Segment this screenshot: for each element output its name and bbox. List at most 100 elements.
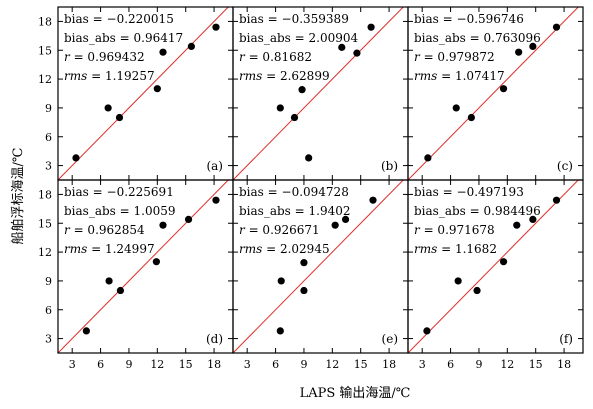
r-text: r = 0.81682 — [239, 50, 312, 64]
r-symbol: r — [414, 50, 421, 64]
bias-text: bias = −0.094728 — [239, 185, 349, 199]
data-point — [159, 221, 167, 229]
data-point — [116, 286, 125, 295]
data-point — [115, 113, 124, 122]
data-point — [529, 215, 537, 224]
y-tick-label: 18 — [38, 188, 52, 201]
data-point — [276, 104, 284, 112]
data-point — [529, 42, 537, 51]
rms-symbol: rms — [64, 242, 87, 256]
x-tick-label: 3 — [69, 358, 76, 371]
r-symbol: r — [239, 223, 246, 237]
data-point — [212, 23, 220, 31]
data-point — [552, 23, 561, 31]
data-point — [454, 277, 462, 285]
data-point — [300, 259, 308, 267]
x-tick-label: 3 — [244, 358, 251, 371]
data-point — [277, 277, 285, 285]
panel-b: bias = −0.359389 bias_abs = 2.00904 r = 0.… — [232, 6, 409, 181]
data-point — [331, 221, 339, 229]
panel-label: (e) — [382, 332, 398, 346]
rms-value: = 1.24997 — [87, 242, 154, 256]
panel-a: bias = −0.220015 bias_abs = 0.96417 r = 0.… — [57, 6, 234, 181]
r-symbol: r — [239, 50, 246, 64]
bias-abs-text: bias_abs = 0.984496 — [414, 204, 541, 218]
data-point — [290, 113, 299, 122]
data-point — [338, 43, 346, 51]
y-tick-label: 9 — [45, 275, 52, 288]
x-tick-label: 15 — [179, 358, 193, 371]
data-point — [423, 327, 431, 335]
rms-symbol: rms — [64, 69, 87, 83]
identity-line — [58, 180, 229, 353]
x-tick-label: 6 — [447, 358, 454, 371]
x-tick-label: 18 — [557, 358, 571, 371]
x-tick-label: 3 — [419, 358, 426, 371]
x-tick-label: 6 — [272, 358, 279, 371]
y-tick-label: 6 — [45, 131, 52, 144]
y-tick-label: 15 — [38, 44, 52, 57]
data-point — [187, 42, 195, 51]
bias-text: bias = −0.497193 — [414, 185, 524, 199]
identity-line — [408, 7, 579, 180]
r-value: = 0.926671 — [245, 223, 320, 237]
y-tick-label: 3 — [45, 160, 52, 173]
x-tick-label: 18 — [207, 358, 221, 371]
bias-abs-text: bias_abs = 2.00904 — [239, 31, 358, 45]
data-point — [515, 48, 523, 56]
y-tick-label: 12 — [38, 246, 52, 259]
rms-text: rms = 1.24997 — [64, 242, 155, 256]
rms-text: rms = 1.07417 — [414, 69, 505, 83]
data-point — [276, 327, 284, 335]
data-point — [184, 215, 193, 224]
y-ticks: 3 6 9 12 15 18 3 6 9 12 15 18 — [38, 15, 52, 345]
data-point — [499, 258, 508, 266]
r-symbol: r — [414, 223, 421, 237]
y-tick-label: 6 — [45, 304, 52, 317]
y-axis-title: 船舶浮标海温/℃ — [10, 148, 26, 245]
x-axis-title: LAPS 输出海温/℃ — [300, 385, 411, 401]
data-point — [105, 277, 113, 285]
data-point — [300, 286, 308, 295]
panel-label: (a) — [206, 159, 223, 173]
panel-d: bias = −0.225691 bias_abs = 1.0059 r = 0.9… — [57, 179, 234, 354]
panel-f: bias = −0.497193 bias_abs = 0.984496 r = 0… — [407, 179, 584, 354]
data-point — [452, 104, 460, 112]
rms-value: = 2.62899 — [262, 69, 329, 83]
panel-frame — [407, 179, 584, 354]
rms-text: rms = 2.02945 — [239, 242, 330, 256]
data-point — [152, 258, 160, 266]
y-tick-label: 15 — [38, 217, 52, 230]
r-text: r = 0.962854 — [64, 223, 145, 237]
x-ticks: 3 6 9 12 15 18 3 6 9 12 15 18 3 6 9 12 15 18 — [69, 358, 571, 371]
identity-line — [58, 7, 229, 180]
x-tick-label: 9 — [125, 358, 132, 371]
r-symbol: r — [64, 50, 71, 64]
x-tick-label: 12 — [325, 358, 339, 371]
x-tick-label: 18 — [382, 358, 396, 371]
bias-text: bias = −0.596746 — [414, 12, 524, 26]
rms-symbol: rms — [239, 242, 262, 256]
bias-text: bias = −0.225691 — [64, 185, 174, 199]
data-point — [513, 221, 521, 229]
r-value: = 0.979872 — [420, 50, 495, 64]
data-point — [473, 286, 481, 295]
bias-abs-text: bias_abs = 1.9402 — [239, 204, 351, 218]
r-value: = 0.971678 — [420, 223, 495, 237]
y-tick-label: 3 — [45, 333, 52, 346]
data-point — [424, 154, 432, 162]
y-tick-label: 9 — [45, 102, 52, 115]
rms-symbol: rms — [239, 69, 262, 83]
rms-symbol: rms — [414, 69, 437, 83]
rms-value: = 1.19257 — [87, 69, 154, 83]
bias-abs-text: bias_abs = 0.763096 — [414, 31, 541, 45]
rms-text: rms = 1.19257 — [64, 69, 155, 83]
r-symbol: r — [64, 223, 71, 237]
x-tick-label: 15 — [529, 358, 543, 371]
bias-abs-text: bias_abs = 0.96417 — [64, 31, 183, 45]
rms-symbol: rms — [414, 242, 437, 256]
r-text: r = 0.969432 — [64, 50, 145, 64]
y-tick-label: 12 — [38, 73, 52, 86]
